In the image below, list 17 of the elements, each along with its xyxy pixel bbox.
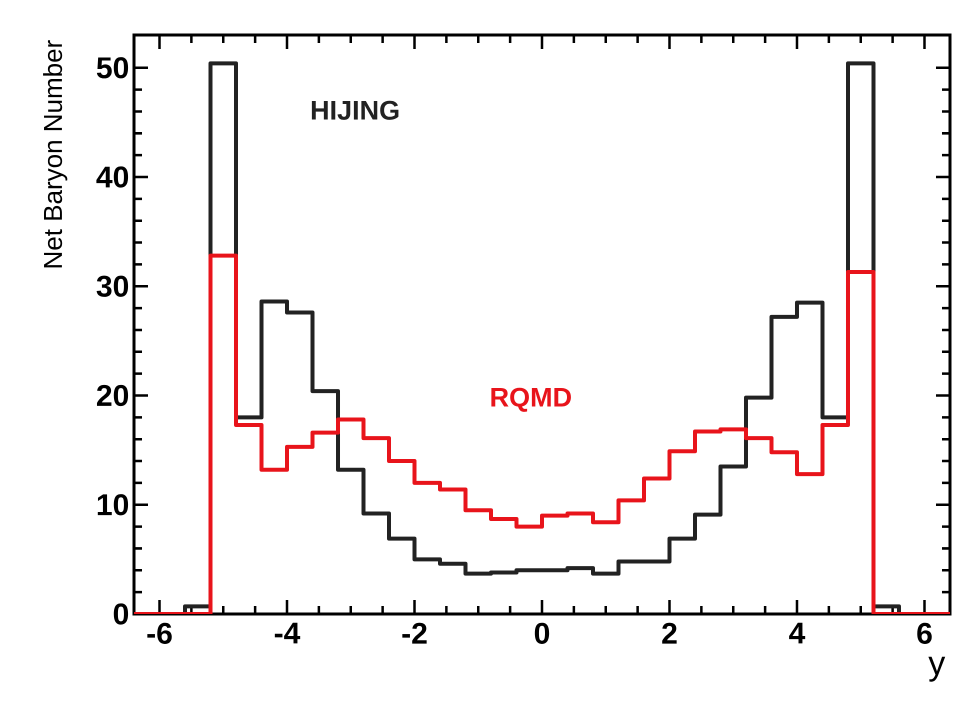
x-tick-label: 6	[917, 622, 932, 644]
x-tick-label: 4	[789, 622, 806, 644]
y-tick-label: 10	[98, 494, 128, 516]
y-tick-label: 40	[96, 166, 128, 188]
y-tick-label: 30	[96, 276, 128, 297]
x-tick-label: -6	[147, 622, 172, 644]
x-tick-label: 0	[534, 622, 550, 644]
y-tick-label: 0	[114, 603, 128, 625]
x-tick-label: -4	[274, 622, 300, 644]
text: HIJING	[312, 100, 398, 120]
y-tick-label: 50	[96, 57, 128, 78]
text: RQMD	[491, 388, 571, 412]
x-axis-title: y	[928, 656, 946, 682]
y-tick-label: 20	[96, 384, 128, 406]
x-tick-label: -2	[402, 622, 427, 644]
x-tick-label: 2	[662, 622, 677, 644]
y-axis-title: Net Baryon Number	[43, 40, 68, 268]
